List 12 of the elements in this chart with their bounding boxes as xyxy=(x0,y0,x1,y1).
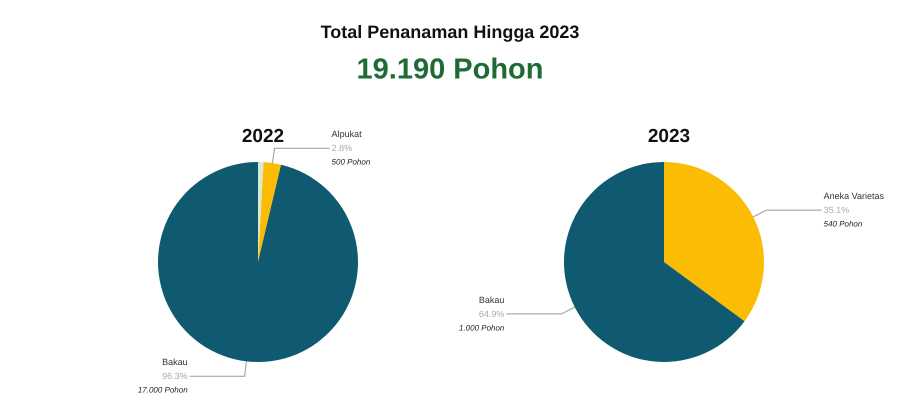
text: Total Penanaman Hingga 2023 xyxy=(320,22,580,42)
data-label: 96.3% 17.000 Pohon xyxy=(138,371,188,395)
slice-label: Aneka Varietas xyxy=(824,191,884,202)
slice-label: Alpukat xyxy=(332,129,362,140)
data-label: 2.8% 500 Pohon xyxy=(332,143,371,167)
slice-label: Bakau xyxy=(478,294,504,305)
chart-title: 2023 xyxy=(648,126,690,147)
text: 19.190 Pohon xyxy=(356,54,544,86)
data-label: 64.9% 1.000 Pohon xyxy=(458,308,505,332)
chart-title: 2022 xyxy=(242,126,284,147)
slice-label: Bakau xyxy=(162,357,188,368)
data-label: 35.1% 540 Pohon xyxy=(824,205,863,229)
